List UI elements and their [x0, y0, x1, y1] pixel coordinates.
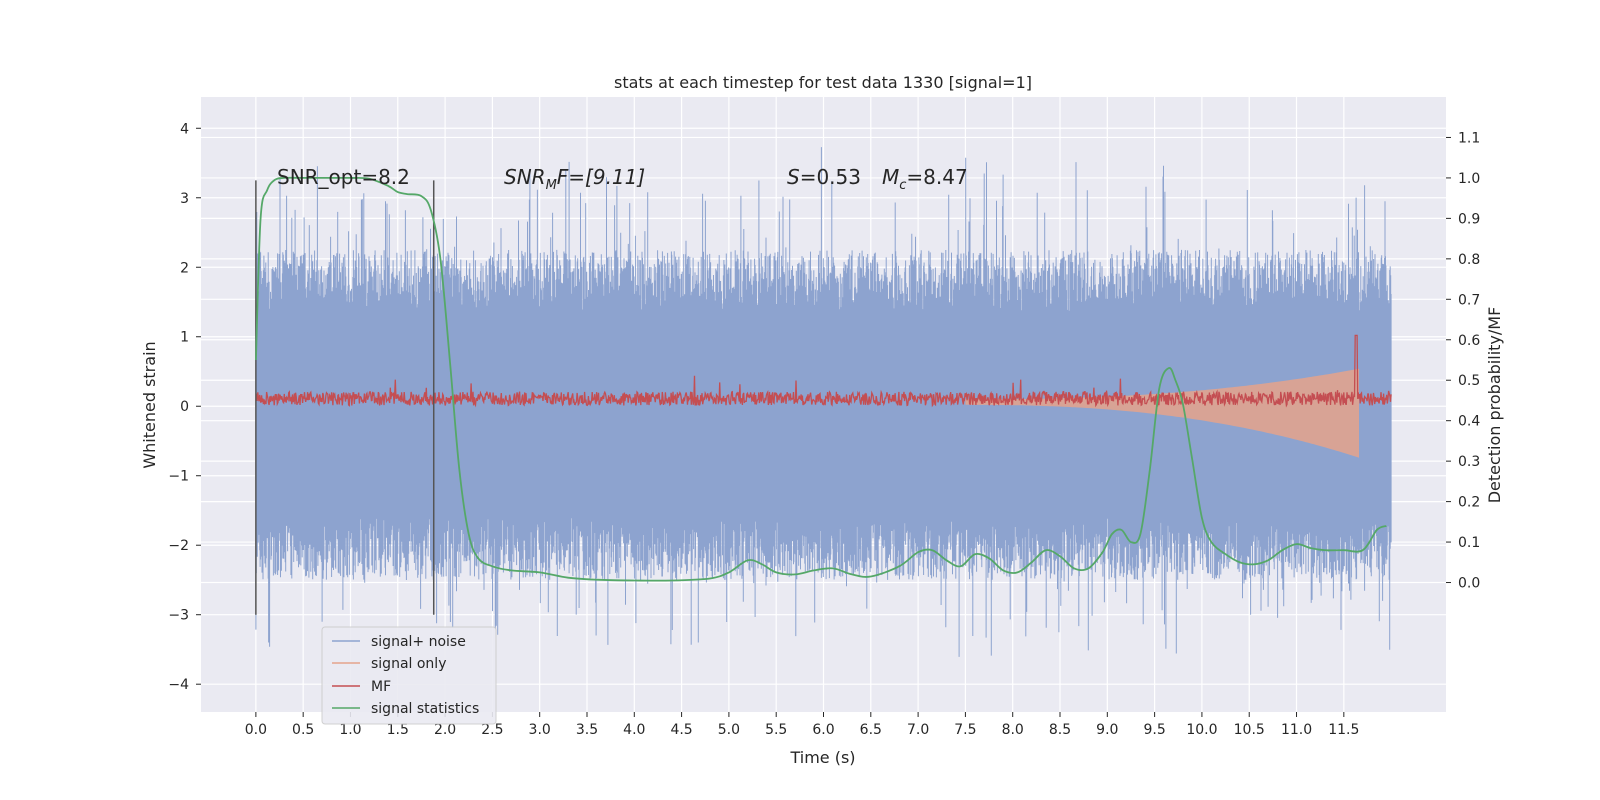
- y-right-tick-label-9: 0.2: [1458, 495, 1480, 511]
- x-tick-label-7: 3.5: [576, 722, 598, 738]
- x-tick-label-1: 0.5: [292, 722, 314, 738]
- y-right-tick-label-3: 0.8: [1458, 252, 1480, 268]
- x-tick-label-2: 1.0: [339, 722, 361, 738]
- x-tick-label-4: 2.0: [434, 722, 456, 738]
- y-right-tick-label-7: 0.4: [1458, 414, 1480, 430]
- series-signal-only: [965, 368, 1359, 458]
- legend-box: [321, 626, 497, 725]
- x-tick-label-10: 5.0: [718, 722, 740, 738]
- y-tick-label-4: 0: [180, 399, 189, 415]
- x-tick-label-6: 3.0: [529, 722, 551, 738]
- x-tick-label-12: 6.0: [812, 722, 834, 738]
- y-tick-label-1: 3: [180, 191, 189, 207]
- series-mf: [255, 334, 1392, 408]
- x-tick-label-14: 7.0: [907, 722, 929, 738]
- legend-label-mf: MF: [371, 679, 391, 695]
- y-right-tick-label-1: 1.0: [1458, 171, 1480, 187]
- x-tick-label-18: 9.0: [1096, 722, 1118, 738]
- annotation-s: S=0.53: [787, 165, 861, 189]
- y-tick-label-6: −2: [168, 538, 189, 554]
- y-right-tick-label-5: 0.6: [1458, 333, 1480, 349]
- y-right-tick-label-6: 0.5: [1458, 373, 1480, 389]
- y-right-axis-label: Detection probability/MF: [1485, 307, 1504, 504]
- y-right-tick-label-4: 0.7: [1458, 292, 1480, 308]
- signal-statistics-line: [255, 176, 1387, 582]
- vertical-markers: [255, 180, 435, 615]
- x-tick-label-16: 8.0: [1002, 722, 1024, 738]
- x-tick-label-22: 11.0: [1281, 722, 1312, 738]
- y-tick-label-3: 1: [180, 330, 189, 346]
- y-right-axis-ticks: 1.1 1.0 0.9 0.8 0.7 0.6 0.5 0.4 0.3 0.2 0.1 0.0: [1446, 130, 1480, 592]
- y-axis-ticks: 4 3 2 1 0 −1 −2 −3 −4: [168, 121, 201, 693]
- annotation-mc: Mc=8.47: [882, 165, 968, 193]
- annotation-snr-mf: SNRMF=[9.11]: [504, 165, 645, 193]
- y-axis-label: Whitened strain: [140, 341, 159, 468]
- signal-only-envelope: [965, 368, 1359, 458]
- y-tick-label-2: 2: [180, 260, 189, 276]
- x-tick-label-17: 8.5: [1049, 722, 1071, 738]
- legend-label-signal-noise: signal+ noise: [371, 634, 466, 650]
- x-axis-ticks: 0.0 0.5 1.0 1.5 2.0 2.5 3.0 3.5 4.0 4.5 5.0 5.5 6.0 6…: [245, 712, 1359, 738]
- x-tick-label-3: 1.5: [387, 722, 409, 738]
- x-tick-label-9: 4.5: [670, 722, 692, 738]
- x-tick-label-11: 5.5: [765, 722, 787, 738]
- legend-label-signal-only: signal only: [371, 656, 446, 672]
- x-tick-label-15: 7.5: [954, 722, 976, 738]
- y-tick-label-0: 4: [180, 121, 189, 137]
- legend: signal+ noise signal only MF signal stat…: [321, 626, 497, 725]
- legend-label-signal-statistics: signal statistics: [371, 701, 479, 717]
- y-right-tick-label-11: 0.0: [1458, 576, 1480, 592]
- x-tick-label-13: 6.5: [860, 722, 882, 738]
- series-signal-statistics: [255, 176, 1387, 582]
- y-tick-label-7: −3: [168, 608, 189, 624]
- x-tick-label-23: 11.5: [1328, 722, 1359, 738]
- y-right-tick-label-8: 0.3: [1458, 454, 1480, 470]
- y-tick-label-8: −4: [168, 677, 189, 693]
- x-tick-label-8: 4.0: [623, 722, 645, 738]
- x-tick-label-20: 10.0: [1186, 722, 1217, 738]
- x-tick-label-5: 2.5: [481, 722, 503, 738]
- x-tick-label-21: 10.5: [1234, 722, 1265, 738]
- y-tick-label-5: −1: [168, 469, 189, 485]
- annotation-snr-opt: SNR_opt=8.2: [277, 165, 410, 189]
- chart-title: stats at each timestep for test data 133…: [614, 73, 1032, 92]
- mf-trace: [255, 334, 1392, 408]
- y-right-tick-label-10: 0.1: [1458, 535, 1480, 551]
- x-tick-label-19: 9.5: [1143, 722, 1165, 738]
- x-axis-label: Time (s): [789, 748, 855, 767]
- y-right-tick-label-0: 1.1: [1458, 130, 1480, 146]
- x-tick-label-0: 0.0: [245, 722, 267, 738]
- y-right-tick-label-2: 0.9: [1458, 211, 1480, 227]
